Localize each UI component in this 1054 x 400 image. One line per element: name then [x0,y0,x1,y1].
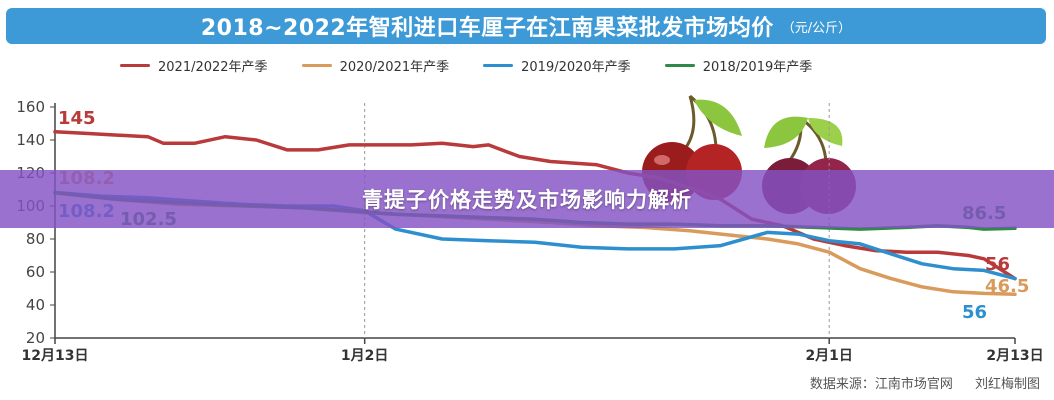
legend-swatch [483,64,514,67]
legend: 2021/2022年产季 2020/2021年产季 2019/2020年产季 2… [120,56,812,75]
end-value-label: 46.5 [985,276,1029,297]
y-tick-label: 140 [16,131,45,149]
axes: 2040608010012014016012月13日1月2日2月1日2月13日 [16,98,1043,364]
overlay-caption: 青提子价格走势及市场影响力解析 [362,188,692,212]
legend-label: 2018/2019年产季 [702,60,813,75]
y-tick-label: 60 [26,263,45,281]
x-tick-label: 1月2日 [341,348,388,364]
y-tick-label: 20 [26,329,45,347]
series-line-0 [53,130,1017,281]
legend-item-2019-2020: 2019/2020年产季 [483,56,631,75]
end-value-label: 56 [985,254,1010,275]
y-tick-label: 40 [26,296,45,314]
x-tick-label: 12月13日 [22,348,89,364]
legend-item-2021-2022: 2021/2022年产季 [120,56,268,75]
legend-item-2020-2021: 2020/2021年产季 [301,56,450,75]
chart-title-bar: 2018~2022年智利进口车厘子在江南果菜批发市场均价 （元/公斤） [6,8,1046,44]
caption-overlay: 青提子价格走势及市场影响力解析 [0,170,1054,228]
end-value-label: 56 [962,302,987,323]
chart-unit: （元/公斤） [781,20,852,36]
y-tick-label: 80 [26,230,45,248]
x-tick-label: 2月13日 [986,348,1043,364]
start-value-label: 145 [58,108,96,129]
x-tick-label: 2月1日 [805,348,852,364]
legend-swatch [120,64,150,67]
legend-swatch [664,64,695,67]
footer: 数据来源：江南市场官网 刘红梅制图 [792,373,1040,392]
legend-label: 2019/2020年产季 [521,60,631,75]
chart-title: 2018~2022年智利进口车厘子在江南果菜批发市场均价 [200,16,774,41]
legend-swatch [301,64,332,67]
source-note: 数据来源：江南市场官网 [809,377,953,392]
y-tick-label: 160 [16,98,45,116]
author-credit: 刘红梅制图 [974,377,1040,392]
legend-item-2018-2019: 2018/2019年产季 [664,56,813,75]
legend-label: 2021/2022年产季 [158,60,268,75]
legend-label: 2020/2021年产季 [339,60,450,75]
